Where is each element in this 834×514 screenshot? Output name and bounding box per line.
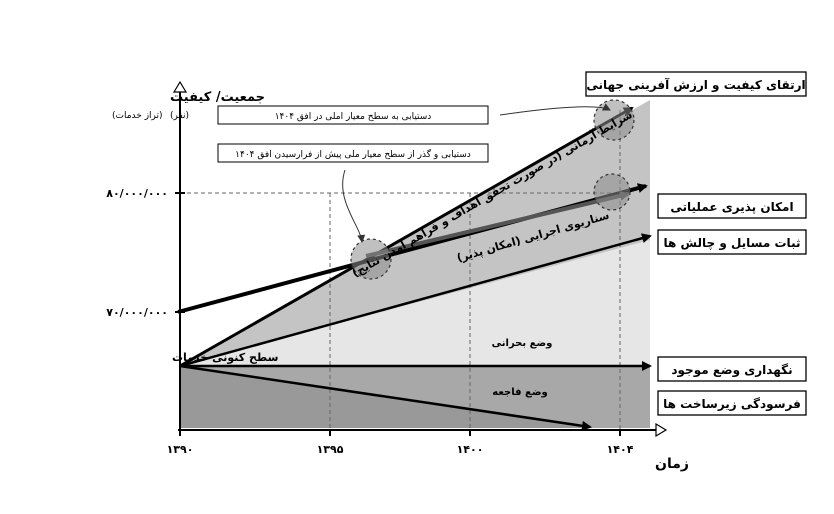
ideal-scenario-arrow (365, 190, 630, 258)
y-unit-left: (نفر) (170, 111, 189, 121)
y-tick-low: ۷۰/۰۰۰/۰۰۰ (106, 306, 168, 319)
x-tick-0: ۱۳۹۰ (167, 443, 194, 456)
outcome-decay: فرسودگی زیرساخت ها (663, 397, 801, 412)
y-unit-right: (تراز خدمات) (112, 111, 163, 121)
outcome-status-quo: نگهداری وضع موجود (671, 363, 792, 378)
stability-arrow (179, 233, 652, 368)
outcome-feasibility-box (657, 193, 807, 219)
outcome-world-quality: ارتقای کیفیت و ارزش آفرینی جهانی (586, 77, 805, 93)
x-axis-title: زمان (655, 456, 689, 472)
x-axis-arrow-icon (655, 422, 668, 438)
note-national-standard: دستیابی به سطح معیار املی در افق ۱۴۰۴ (275, 112, 432, 122)
outcome-status-quo-box (657, 356, 807, 382)
outcome-decay-box (657, 390, 807, 416)
outcome-stability-box (657, 229, 807, 255)
note-beyond-standard: دستیابی و گذر از سطح معیار ملی پیش از فر… (235, 148, 471, 160)
x-tick-2: ۱۴۰۰ (457, 443, 484, 456)
y-axis-arrow-icon (172, 80, 188, 93)
y-base-label: سطح کنونی خدمات (172, 351, 278, 364)
scenario-catastrophe-label: وضع فاجعه (492, 387, 547, 398)
scenario-crisis-label: وضع بحرانی (492, 338, 553, 349)
note-national-standard-box (217, 105, 489, 125)
y-axis-title: جمعیت/ کیفیت (170, 90, 265, 105)
x-tick-3: ۱۴۰۴ (607, 443, 634, 456)
connector-beyond (342, 169, 366, 243)
y-tick-high: ۸۰/۰۰۰/۰۰۰ (106, 187, 168, 200)
guide-lines (180, 110, 621, 430)
outcome-stability: ثبات مسایل و چالش ها (664, 236, 801, 251)
connector-standard (499, 103, 611, 116)
x-tick-1: ۱۳۹۵ (317, 443, 344, 456)
decay-arrow (179, 364, 592, 431)
outcome-feasibility: امکان پذیری عملیاتی (670, 200, 793, 214)
note-beyond-standard-box (217, 143, 489, 163)
world-quality-arrow (179, 106, 634, 368)
outcome-world-quality-box (585, 71, 807, 97)
